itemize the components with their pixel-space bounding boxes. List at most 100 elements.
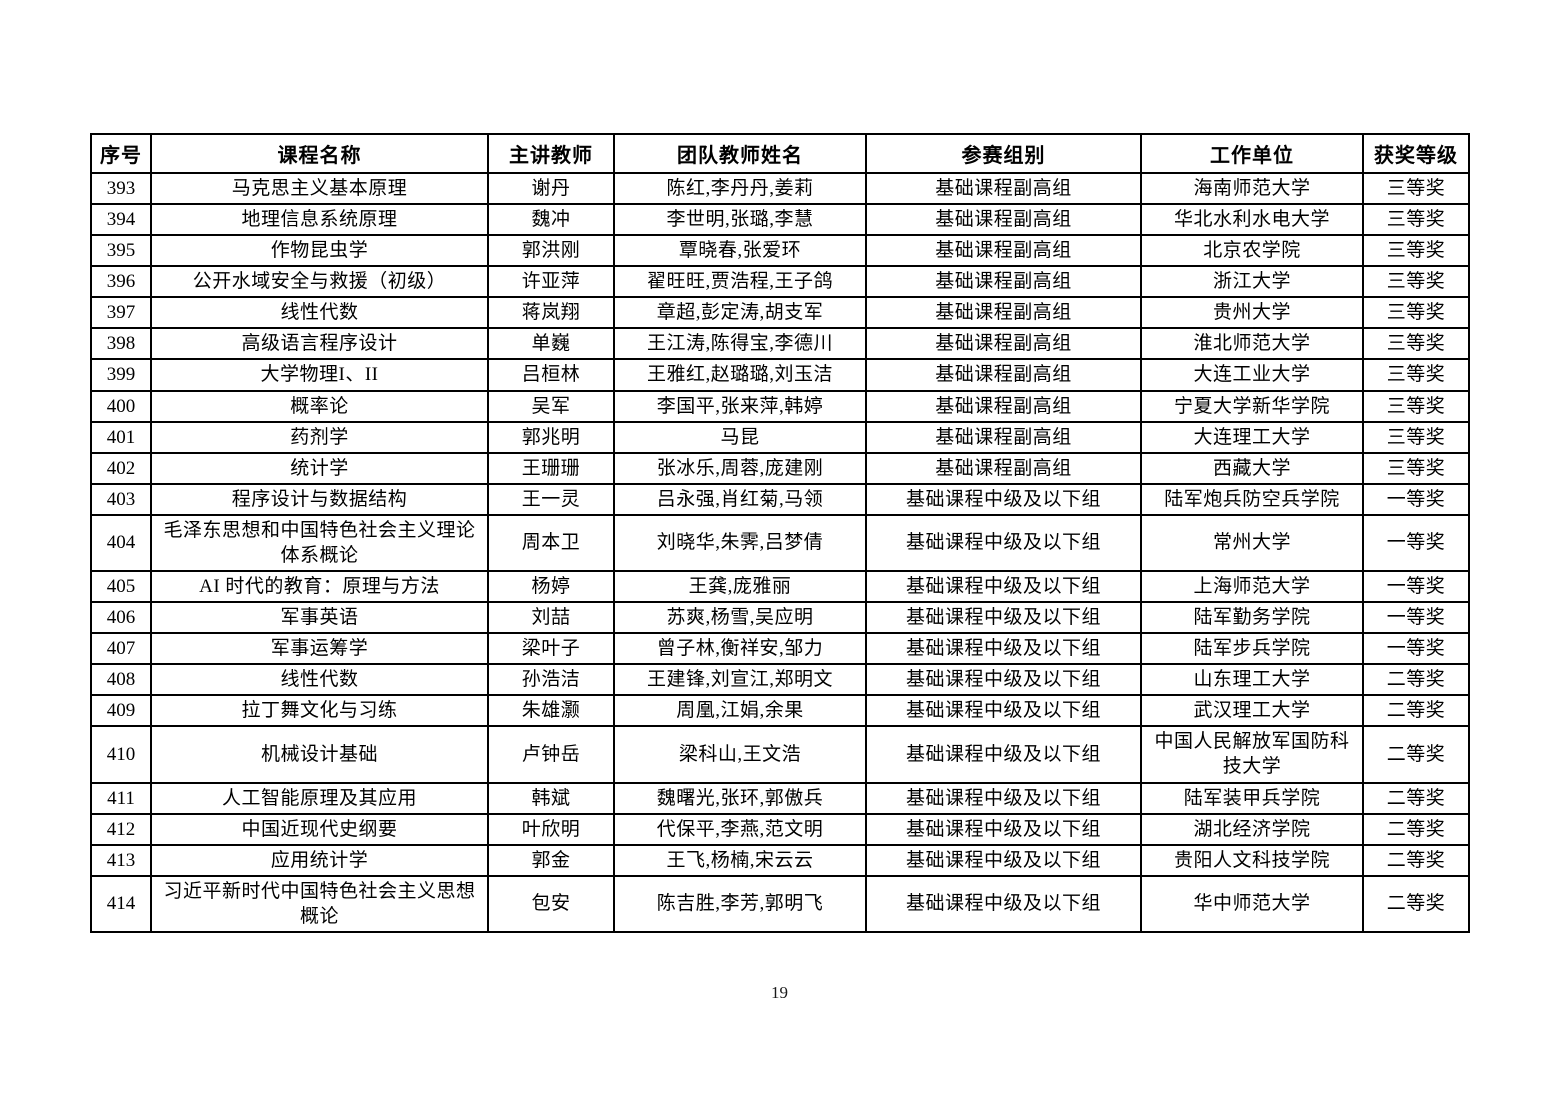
table-row: 401 药剂学 郭兆明 马昆 基础课程副高组 大连理工大学 三等奖 — [90, 420, 1470, 454]
cell-serial: 413 — [90, 843, 152, 877]
cell-award-level: 三等奖 — [1362, 420, 1470, 454]
cell-lead-teacher: 卢钟岳 — [487, 725, 615, 784]
cell-award-level: 三等奖 — [1362, 234, 1470, 268]
cell-work-unit: 贵阳人文科技学院 — [1140, 843, 1364, 877]
cell-serial: 403 — [90, 482, 152, 516]
cell-course-name: 机械设计基础 — [150, 725, 489, 784]
table-row: 405 AI 时代的教育：原理与方法 杨婷 王龚,庞雅丽 基础课程中级及以下组 上海师范大… — [90, 570, 1470, 604]
table-row: 410 机械设计基础 卢钟岳 梁科山,王文浩 基础课程中级及以下组 中国人民解放军国防科技… — [90, 725, 1470, 784]
cell-lead-teacher: 梁叶子 — [487, 632, 615, 666]
cell-course-name: 概率论 — [150, 389, 489, 423]
table-row: 398 高级语言程序设计 单巍 王江涛,陈得宝,李德川 基础课程副高组 淮北师范大学 三等奖 — [90, 327, 1470, 361]
cell-work-unit: 海南师范大学 — [1140, 171, 1364, 206]
cell-course-name: 马克思主义基本原理 — [150, 171, 489, 206]
cell-serial: 401 — [90, 420, 152, 454]
cell-award-level: 三等奖 — [1362, 358, 1470, 392]
cell-course-name: 高级语言程序设计 — [150, 327, 489, 361]
cell-team-teachers: 王建锋,刘宣江,郑明文 — [613, 663, 867, 697]
cell-work-unit: 常州大学 — [1140, 513, 1364, 573]
cell-work-unit: 北京农学院 — [1140, 234, 1364, 268]
cell-award-level: 三等奖 — [1362, 451, 1470, 485]
cell-competition-group: 基础课程中级及以下组 — [865, 632, 1142, 666]
table-row: 406 军事英语 刘喆 苏爽,杨雪,吴应明 基础课程中级及以下组 陆军勤务学院 一等奖 — [90, 601, 1470, 635]
cell-competition-group: 基础课程中级及以下组 — [865, 874, 1142, 933]
table-row: 411 人工智能原理及其应用 韩斌 魏曙光,张环,郭傲兵 基础课程中级及以下组 陆军装甲兵… — [90, 781, 1470, 815]
cell-award-level: 三等奖 — [1362, 203, 1470, 237]
cell-serial: 410 — [90, 725, 152, 784]
cell-award-level: 一等奖 — [1362, 601, 1470, 635]
cell-serial: 408 — [90, 663, 152, 697]
cell-award-level: 二等奖 — [1362, 781, 1470, 815]
cell-award-level: 三等奖 — [1362, 296, 1470, 330]
cell-work-unit: 大连工业大学 — [1140, 358, 1364, 392]
cell-team-teachers: 王龚,庞雅丽 — [613, 570, 867, 604]
cell-competition-group: 基础课程中级及以下组 — [865, 513, 1142, 573]
cell-award-level: 三等奖 — [1362, 327, 1470, 361]
table-row: 412 中国近现代史纲要 叶欣明 代保平,李燕,范文明 基础课程中级及以下组 湖北经济学院… — [90, 812, 1470, 846]
cell-award-level: 二等奖 — [1362, 694, 1470, 728]
cell-course-name: 军事英语 — [150, 601, 489, 635]
cell-lead-teacher: 谢丹 — [487, 171, 615, 206]
cell-lead-teacher: 叶欣明 — [487, 812, 615, 846]
cell-competition-group: 基础课程中级及以下组 — [865, 570, 1142, 604]
cell-team-teachers: 李世明,张璐,李慧 — [613, 203, 867, 237]
cell-competition-group: 基础课程中级及以下组 — [865, 843, 1142, 877]
cell-work-unit: 山东理工大学 — [1140, 663, 1364, 697]
cell-team-teachers: 代保平,李燕,范文明 — [613, 812, 867, 846]
cell-competition-group: 基础课程副高组 — [865, 389, 1142, 423]
cell-lead-teacher: 吕桓林 — [487, 358, 615, 392]
cell-award-level: 二等奖 — [1362, 725, 1470, 784]
cell-course-name: AI 时代的教育：原理与方法 — [150, 570, 489, 604]
cell-competition-group: 基础课程副高组 — [865, 451, 1142, 485]
cell-competition-group: 基础课程中级及以下组 — [865, 482, 1142, 516]
cell-serial: 399 — [90, 358, 152, 392]
cell-serial: 405 — [90, 570, 152, 604]
cell-competition-group: 基础课程中级及以下组 — [865, 781, 1142, 815]
cell-team-teachers: 张冰乐,周蓉,庞建刚 — [613, 451, 867, 485]
cell-course-name: 大学物理I、II — [150, 358, 489, 392]
cell-lead-teacher: 单巍 — [487, 327, 615, 361]
column-header-competition-group: 参赛组别 — [865, 133, 1142, 174]
cell-lead-teacher: 王一灵 — [487, 482, 615, 516]
cell-course-name: 地理信息系统原理 — [150, 203, 489, 237]
cell-team-teachers: 章超,彭定涛,胡支军 — [613, 296, 867, 330]
cell-lead-teacher: 刘喆 — [487, 601, 615, 635]
cell-team-teachers: 刘晓华,朱霁,吕梦倩 — [613, 513, 867, 573]
cell-lead-teacher: 杨婷 — [487, 570, 615, 604]
cell-work-unit: 大连理工大学 — [1140, 420, 1364, 454]
cell-team-teachers: 李国平,张来萍,韩婷 — [613, 389, 867, 423]
cell-work-unit: 陆军炮兵防空兵学院 — [1140, 482, 1364, 516]
cell-lead-teacher: 蒋岚翔 — [487, 296, 615, 330]
cell-team-teachers: 陈红,李丹丹,姜莉 — [613, 171, 867, 206]
cell-work-unit: 湖北经济学院 — [1140, 812, 1364, 846]
table-row: 402 统计学 王珊珊 张冰乐,周蓉,庞建刚 基础课程副高组 西藏大学 三等奖 — [90, 451, 1470, 485]
cell-serial: 397 — [90, 296, 152, 330]
cell-award-level: 二等奖 — [1362, 812, 1470, 846]
cell-serial: 412 — [90, 812, 152, 846]
cell-work-unit: 陆军步兵学院 — [1140, 632, 1364, 666]
cell-award-level: 三等奖 — [1362, 171, 1470, 206]
cell-course-name: 药剂学 — [150, 420, 489, 454]
cell-work-unit: 华中师范大学 — [1140, 874, 1364, 933]
cell-award-level: 一等奖 — [1362, 482, 1470, 516]
table-row: 408 线性代数 孙浩洁 王建锋,刘宣江,郑明文 基础课程中级及以下组 山东理工大学 二等奖 — [90, 663, 1470, 697]
cell-competition-group: 基础课程副高组 — [865, 327, 1142, 361]
cell-course-name: 毛泽东思想和中国特色社会主义理论体系概论 — [150, 513, 489, 573]
cell-serial: 402 — [90, 451, 152, 485]
cell-serial: 406 — [90, 601, 152, 635]
cell-work-unit: 陆军勤务学院 — [1140, 601, 1364, 635]
cell-lead-teacher: 朱雄灏 — [487, 694, 615, 728]
cell-work-unit: 西藏大学 — [1140, 451, 1364, 485]
cell-team-teachers: 曾子林,衡祥安,邹力 — [613, 632, 867, 666]
cell-team-teachers: 王江涛,陈得宝,李德川 — [613, 327, 867, 361]
column-header-work-unit: 工作单位 — [1140, 133, 1364, 174]
cell-competition-group: 基础课程副高组 — [865, 296, 1142, 330]
cell-course-name: 中国近现代史纲要 — [150, 812, 489, 846]
cell-team-teachers: 吕永强,肖红菊,马领 — [613, 482, 867, 516]
table-row: 404 毛泽东思想和中国特色社会主义理论体系概论 周本卫 刘晓华,朱霁,吕梦倩 基础课程… — [90, 513, 1470, 573]
cell-course-name: 公开水域安全与救援（初级） — [150, 265, 489, 299]
cell-course-name: 人工智能原理及其应用 — [150, 781, 489, 815]
cell-competition-group: 基础课程中级及以下组 — [865, 663, 1142, 697]
table-header: 序号 课程名称 主讲教师 团队教师姓名 参赛组别 工作单位 获奖等级 — [90, 133, 1470, 174]
